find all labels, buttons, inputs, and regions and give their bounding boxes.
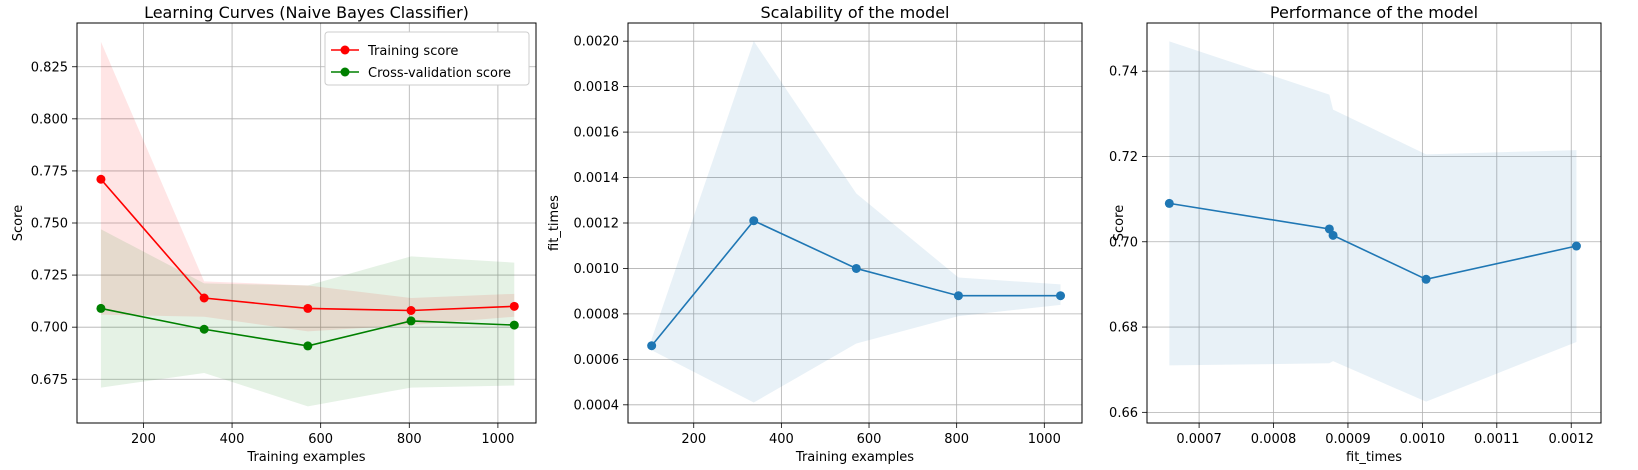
series-lines xyxy=(647,216,1066,351)
x-tick-label: 600 xyxy=(857,432,882,447)
legend-training-label: Training score xyxy=(367,44,458,59)
series-1-point xyxy=(406,316,416,326)
series-0-point xyxy=(647,341,657,351)
panel-learning-curves: 200 400 600 800 1000 0.675 0.700 0.725 0.750 0.77… xyxy=(11,3,537,465)
chart-title: Learning Curves (Naive Bayes Classifier) xyxy=(144,3,469,22)
y-tick-label: 0.825 xyxy=(31,60,68,75)
series-0-point xyxy=(1164,198,1174,208)
plot-frame xyxy=(1146,22,1602,424)
series-lines xyxy=(96,174,519,351)
y-tick-label: 0.70 xyxy=(1109,235,1138,250)
series-1-point xyxy=(509,320,519,330)
series-0-point xyxy=(96,174,106,184)
tick-labels: 200 400 600 800 1000 0.0004 0.0006 0.0008 0.0010… xyxy=(574,35,1061,447)
legend-cv-marker xyxy=(340,67,350,77)
series-0-point xyxy=(406,306,416,315)
x-tick-label: 0.0010 xyxy=(1400,432,1446,447)
series-0-point xyxy=(199,293,209,303)
y-tick-label: 0.74 xyxy=(1109,65,1138,80)
series-0-band xyxy=(1169,41,1577,402)
y-tick-label: 0.800 xyxy=(31,112,68,127)
y-tick-label: 0.0006 xyxy=(574,353,620,368)
y-tick-label: 0.750 xyxy=(31,217,68,232)
series-0-band xyxy=(651,41,1061,403)
confidence-bands xyxy=(1169,41,1577,402)
series-1-point xyxy=(199,324,209,334)
y-axis-label: Score xyxy=(1112,205,1127,241)
y-tick-label: 0.700 xyxy=(31,321,68,336)
x-axis-label: Training examples xyxy=(795,450,914,465)
y-axis-label: Score xyxy=(11,205,26,241)
x-tick-label: 800 xyxy=(944,432,969,447)
x-axis-label: Training examples xyxy=(246,450,365,465)
legend-box xyxy=(324,31,530,86)
x-tick-label: 0.0009 xyxy=(1325,432,1371,447)
series-lines xyxy=(1164,198,1581,284)
legend-training-marker xyxy=(340,45,350,55)
x-tick-label: 400 xyxy=(769,432,794,447)
series-0-point xyxy=(1571,241,1581,251)
legend-cv-label: Cross-validation score xyxy=(368,66,511,81)
tick-labels: 0.0007 0.0008 0.0009 0.0010 0.0011 0.0012 0.66… xyxy=(1109,65,1594,447)
legend: Training score Cross-validation score xyxy=(324,31,530,86)
x-tick-label: 400 xyxy=(220,432,245,447)
y-tick-label: 0.0008 xyxy=(574,307,620,322)
series-0-point xyxy=(749,216,759,226)
y-tick-label: 0.66 xyxy=(1109,406,1138,421)
series-0-point xyxy=(1056,291,1066,301)
series-0-point xyxy=(1421,274,1431,284)
grid xyxy=(77,23,536,423)
panel-scalability: 200 400 600 800 1000 0.0004 0.0006 0.0008 0.0010… xyxy=(547,3,1083,465)
x-tick-label: 1000 xyxy=(1028,432,1061,447)
panel-performance: 0.0007 0.0008 0.0009 0.0010 0.0011 0.0012 0.66… xyxy=(1109,3,1602,465)
x-tick-label: 200 xyxy=(681,432,706,447)
y-axis-label: fit_times xyxy=(547,195,562,251)
x-tick-label: 0.0012 xyxy=(1548,432,1594,447)
series-0-point xyxy=(303,303,313,313)
series-0-band xyxy=(100,41,515,332)
y-tick-label: 0.68 xyxy=(1109,321,1138,336)
series-1-point xyxy=(96,303,106,313)
series-0-point xyxy=(509,301,519,311)
x-axis-label: fit_times xyxy=(1346,450,1402,465)
x-tick-label: 1000 xyxy=(481,432,514,447)
confidence-bands xyxy=(100,41,515,407)
x-tick-label: 0.0007 xyxy=(1176,432,1222,447)
y-tick-label: 0.675 xyxy=(31,373,68,388)
y-tick-label: 0.0010 xyxy=(574,262,620,277)
series-0-point xyxy=(953,291,963,301)
x-tick-label: 0.0008 xyxy=(1251,432,1297,447)
grid xyxy=(1147,23,1601,423)
x-tick-label: 800 xyxy=(397,432,422,447)
chart-title: Scalability of the model xyxy=(761,3,950,22)
series-0-point xyxy=(851,263,861,273)
y-tick-label: 0.0016 xyxy=(574,126,620,141)
chart-title: Performance of the model xyxy=(1270,3,1478,22)
series-0-point xyxy=(1328,230,1338,240)
x-tick-label: 600 xyxy=(308,432,333,447)
confidence-bands xyxy=(651,41,1061,403)
y-tick-label: 0.725 xyxy=(31,269,68,284)
y-tick-label: 0.775 xyxy=(31,164,68,179)
series-1-band xyxy=(100,229,515,407)
y-tick-label: 0.0004 xyxy=(574,398,620,413)
grid xyxy=(628,23,1082,423)
y-tick-label: 0.0012 xyxy=(574,217,620,232)
y-tick-label: 0.0014 xyxy=(574,171,620,186)
x-tick-label: 0.0011 xyxy=(1474,432,1520,447)
y-tick-label: 0.0018 xyxy=(574,80,620,95)
y-tick-label: 0.72 xyxy=(1109,150,1138,165)
series-1-point xyxy=(303,341,313,351)
tick-labels: 200 400 600 800 1000 0.675 0.700 0.725 0.750 0.77… xyxy=(31,60,515,447)
y-tick-label: 0.0020 xyxy=(574,35,620,50)
x-tick-label: 200 xyxy=(131,432,156,447)
